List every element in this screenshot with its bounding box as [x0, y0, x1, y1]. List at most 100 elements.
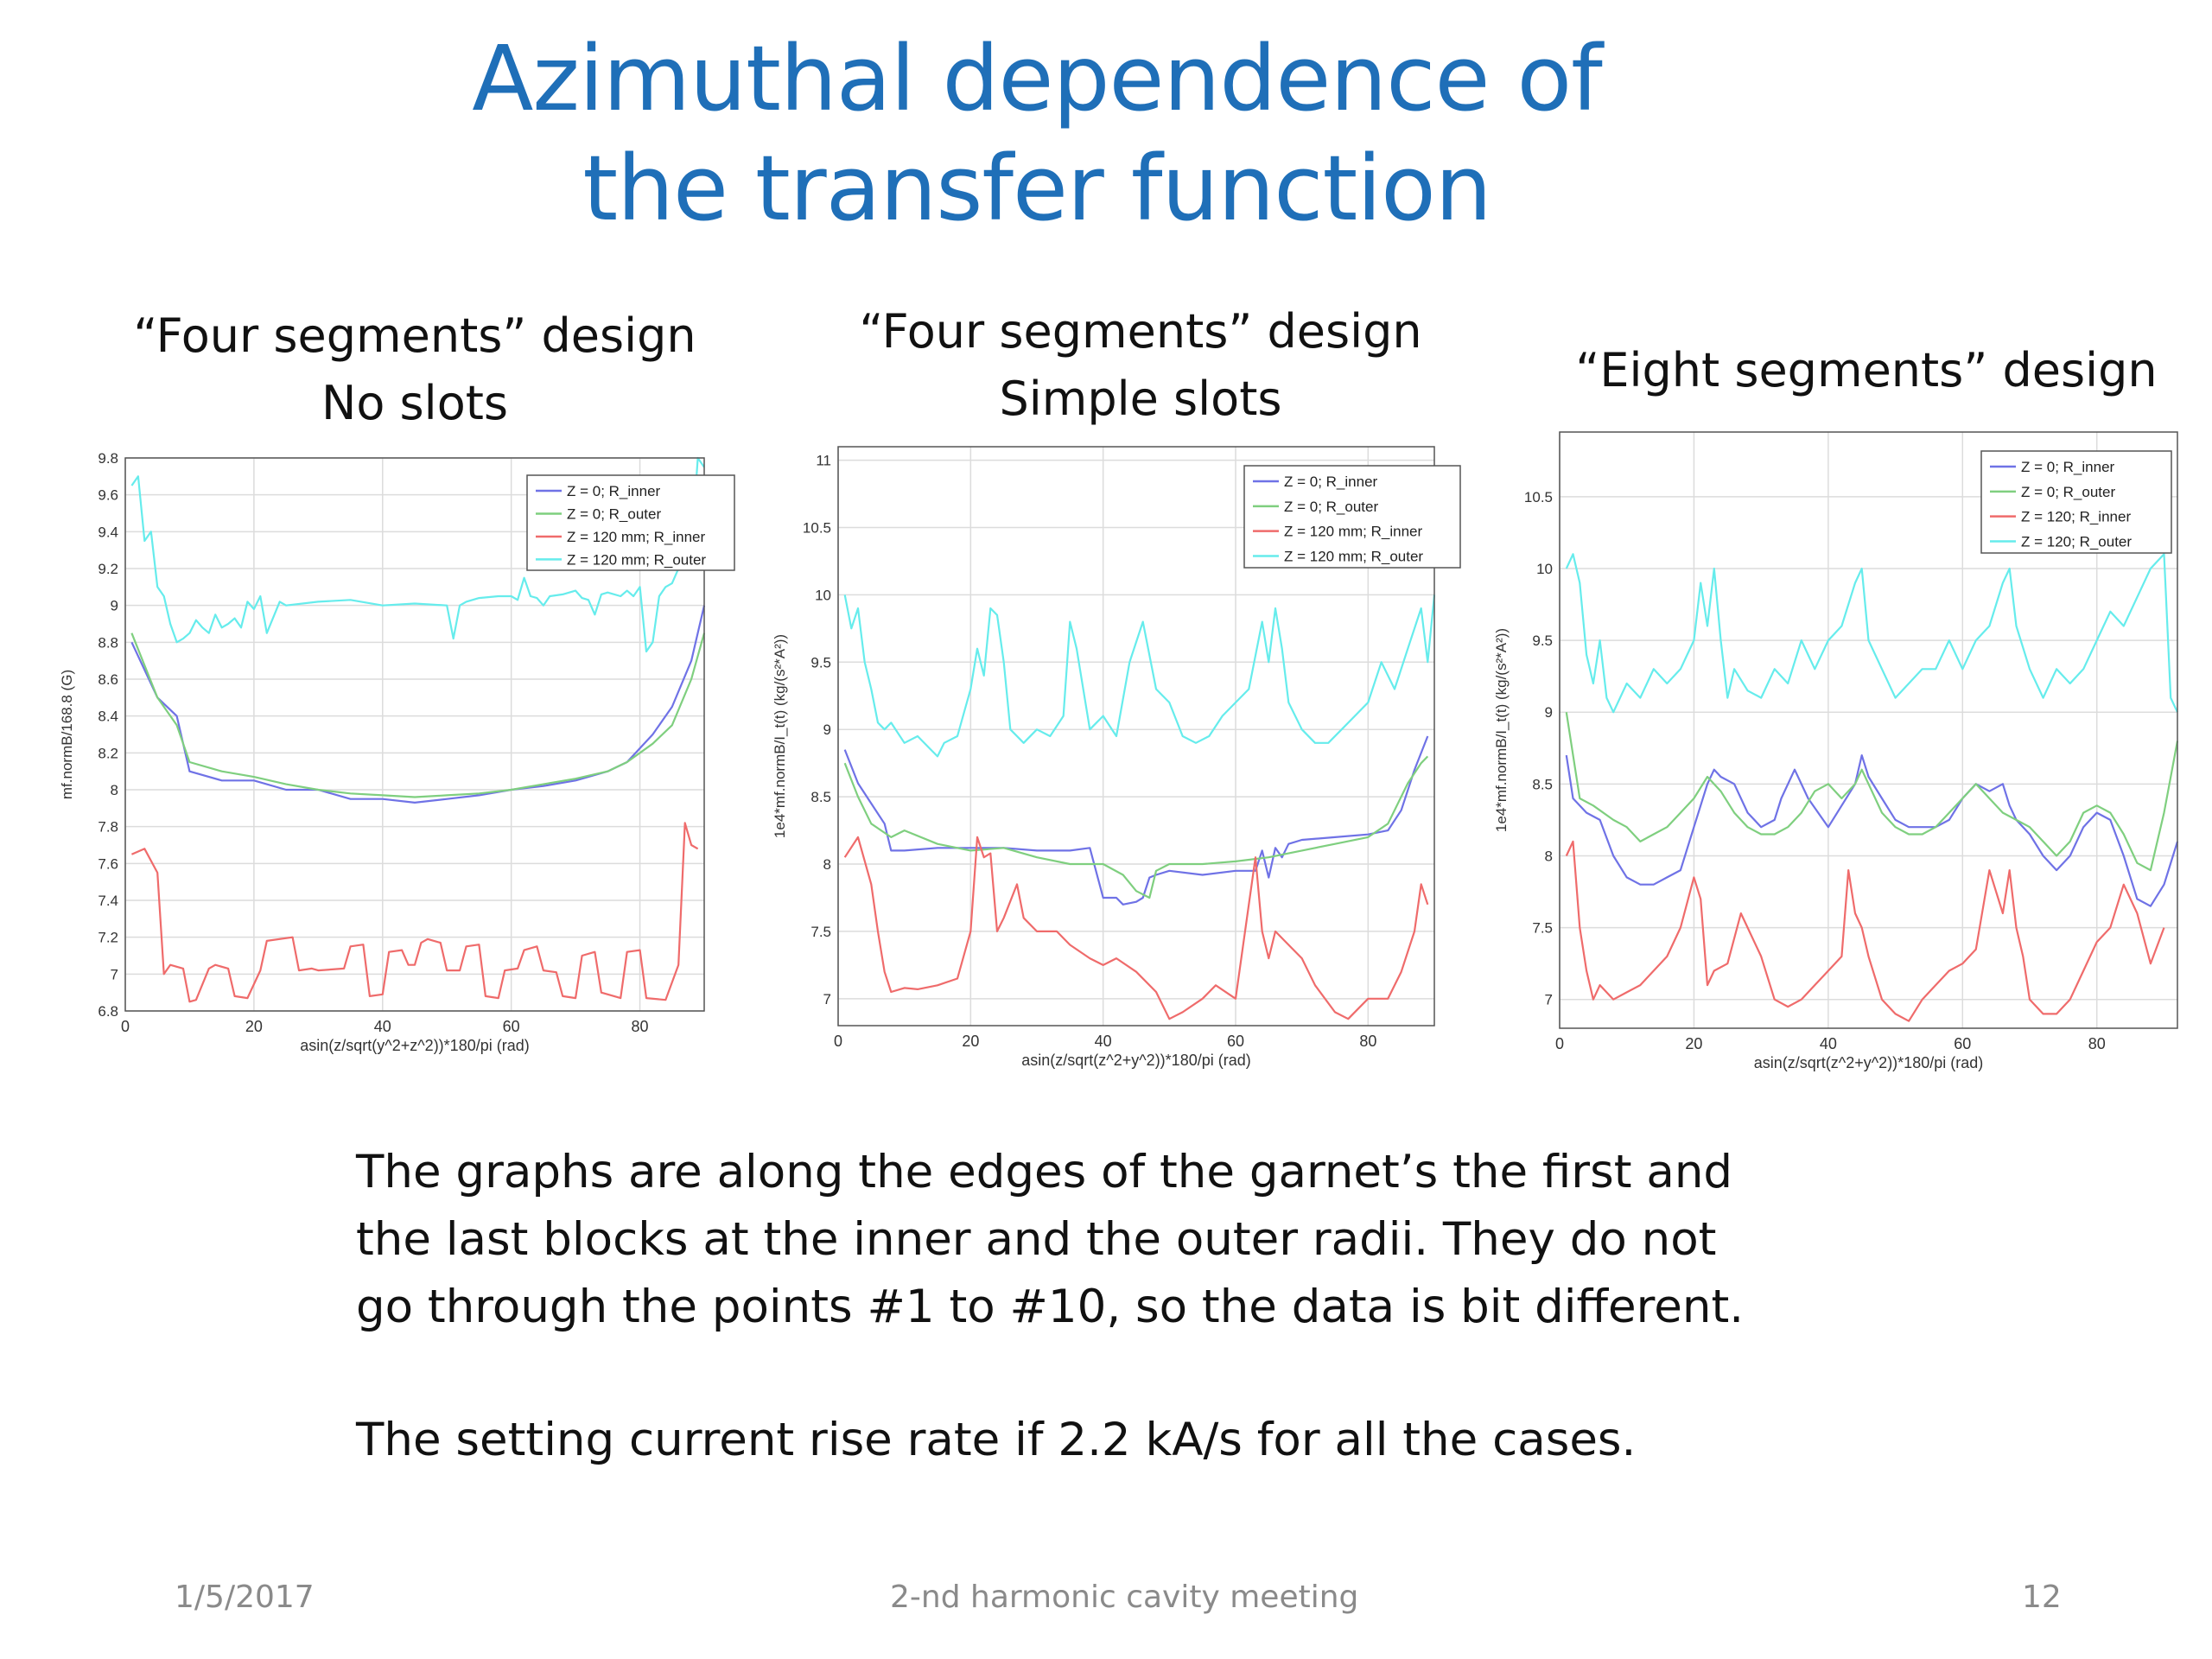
x-tick-label: 80: [2088, 1035, 2106, 1052]
plot-frame: [124, 457, 705, 1012]
plot-area-2: 0 20 40 60 80 7 7.5 8 8.5 9 9.5 10 10.5 11 asin(z/sqrt…: [772, 446, 1461, 1069]
series-line-1: [843, 735, 1429, 906]
y-tick-label: 11: [816, 453, 831, 469]
y-tick-label: 9.4: [98, 524, 118, 540]
legend-box: [1980, 450, 2172, 554]
y-tick-label: 9.5: [1532, 632, 1553, 649]
y-tick-label: 9.5: [810, 654, 831, 671]
y-tick-label: 7: [111, 966, 118, 982]
legend-label-1: Z = 0; R_inner: [2021, 459, 2115, 475]
panel-1-title: “Four segments” design No slots: [52, 302, 778, 437]
body-line-4: The setting current rise rate if 2.2 kA/…: [356, 1414, 1637, 1466]
x-tick-label: 60: [503, 1018, 520, 1035]
series-line-1: [1565, 754, 2179, 907]
series-line-1: [130, 605, 706, 804]
y-axis-label: mf.normB/168.8 (G): [59, 670, 75, 799]
body-line-1: The graphs are along the edges of the ga…: [356, 1146, 1733, 1198]
x-tick-label: 40: [1820, 1035, 1837, 1052]
y-tick-label: 8: [111, 782, 118, 798]
panel-2-title-line-2: Simple slots: [999, 372, 1282, 426]
footer-center: 2-nd harmonic cavity meeting: [890, 1580, 1359, 1615]
y-tick-label: 10: [815, 587, 831, 603]
plot-area-3: 0 20 40 60 80 7 7.5 8 8.5 9 9.5 10 10.5 asin(z/sqrt(z…: [1493, 431, 2179, 1071]
series-line-3: [130, 822, 699, 1003]
legend-label-3: Z = 120 mm; R_inner: [567, 529, 705, 545]
body-gap: [356, 1341, 2084, 1407]
panel-2-title-line-1: “Four segments” design: [859, 304, 1422, 359]
slide-title: Azimuthal dependence of the transfer fun…: [0, 24, 2074, 244]
y-tick-label: 9: [111, 598, 118, 614]
body-line-3: go through the points #1 to #10, so the …: [356, 1281, 1745, 1333]
x-tick-label: 0: [834, 1033, 842, 1050]
chart-no-slots-svg: 0 20 40 60 80 6.8 7 7.2 7.4 7.6 7.8 8 8.2 8.4 8.6 8.8 9 9…: [59, 450, 735, 1054]
x-tick-label: 20: [1685, 1035, 1702, 1052]
y-tick-label: 8.2: [98, 745, 118, 761]
y-tick-label: 9.8: [98, 450, 118, 467]
y-tick-label: 7.5: [1532, 920, 1553, 937]
y-tick-label: 7.2: [98, 930, 118, 946]
x-tick-label: 20: [245, 1018, 263, 1035]
y-tick-label: 9: [823, 721, 831, 738]
body-text: The graphs are along the edges of the ga…: [356, 1139, 2084, 1474]
legend-label-2: Z = 0; R_outer: [567, 505, 661, 522]
x-tick-label: 0: [121, 1018, 130, 1035]
y-axis-label: 1e4*mf.normB/I_t(t) (kg/(s²*A²)): [1493, 628, 1510, 832]
y-tick-label: 7.5: [810, 924, 831, 940]
series-line-4: [843, 594, 1436, 758]
x-tick-label: 0: [1555, 1035, 1564, 1052]
series-line-2: [130, 632, 706, 798]
panel-2-title: “Four segments” design Simple slots: [778, 298, 1503, 433]
plot-area-1: 0 20 40 60 80 6.8 7 7.2 7.4 7.6 7.8 8 8.2 8.4 8.6 8.8 9 9…: [59, 450, 735, 1054]
legend-label-3: Z = 120; R_inner: [2021, 509, 2131, 525]
slide-title-line-1: Azimuthal dependence of: [472, 26, 1603, 131]
y-tick-label: 8.4: [98, 709, 118, 725]
y-tick-label: 10: [1536, 561, 1553, 577]
panel-3-title: “Eight segments” design: [1521, 337, 2212, 404]
chart-simple-slots: 0 20 40 60 80 7 7.5 8 8.5 9 9.5 10 10.5 11 asin(z/sqrt…: [743, 436, 1461, 1076]
y-tick-label: 10.5: [1524, 489, 1553, 505]
y-tick-label: 7.6: [98, 855, 118, 872]
x-axis-label: asin(z/sqrt(y^2+z^2))*180/pi (rad): [300, 1037, 529, 1054]
y-axis-label: 1e4*mf.normB/I_t(t) (kg/(s²*A²)): [772, 634, 788, 838]
series-line-3: [843, 836, 1429, 1020]
y-tick-label: 7: [1545, 992, 1553, 1008]
y-tick-label: 8.5: [1532, 776, 1553, 792]
panel-1-title-line-2: No slots: [321, 376, 509, 430]
y-tick-label: 8: [1545, 848, 1553, 864]
legend-label-1: Z = 0; R_inner: [1284, 474, 1378, 490]
y-tick-label: 10.5: [803, 519, 831, 536]
x-tick-label: 80: [1359, 1033, 1376, 1050]
legend-label-4: Z = 120 mm; R_outer: [1284, 548, 1423, 564]
y-tick-label: 8.5: [810, 789, 831, 805]
x-tick-label: 20: [962, 1033, 979, 1050]
legend-label-4: Z = 120 mm; R_outer: [567, 551, 706, 568]
legend: Z = 0; R_inner Z = 0; R_outer Z = 120; R_i…: [1980, 450, 2172, 554]
x-tick-label: 40: [374, 1018, 391, 1035]
legend-box: [1243, 465, 1461, 569]
legend-label-2: Z = 0; R_outer: [2021, 484, 2115, 500]
legend: Z = 0; R_inner Z = 0; R_outer Z = 120 mm; …: [526, 474, 735, 571]
x-tick-label: 60: [1227, 1033, 1244, 1050]
series-line-3: [1565, 840, 2165, 1022]
series-line-2: [1565, 712, 2179, 872]
plot-frame: [1559, 431, 2178, 1029]
x-tick-label: 60: [1954, 1035, 1971, 1052]
x-axis-label: asin(z/sqrt(z^2+y^2))*180/pi (rad): [1021, 1052, 1250, 1069]
series-line-4: [130, 456, 705, 653]
plot-frame: [837, 446, 1435, 1027]
body-line-2: the last blocks at the inner and the out…: [356, 1213, 1717, 1266]
panel-3-title-line-1: “Eight segments” design: [1575, 343, 2158, 397]
y-tick-label: 7.4: [98, 893, 118, 909]
y-tick-label: 8.8: [98, 634, 118, 651]
y-tick-label: 9: [1545, 704, 1553, 721]
y-tick-label: 8: [823, 856, 831, 873]
y-tick-label: 7.8: [98, 819, 118, 836]
chart-eight-segments-svg: 0 20 40 60 80 7 7.5 8 8.5 9 9.5 10 10.5 asin(z/sqrt(z…: [1493, 431, 2179, 1071]
x-tick-label: 80: [632, 1018, 649, 1035]
x-tick-label: 40: [1095, 1033, 1112, 1050]
chart-no-slots: 0 20 40 60 80 6.8 7 7.2 7.4 7.6 7.8 8 8.2 8.4 8.6 8.8 9 9…: [35, 449, 735, 1063]
footer-page: 12: [2022, 1580, 2062, 1615]
panel-1-title-line-1: “Four segments” design: [133, 308, 696, 363]
chart-eight-segments: 0 20 40 60 80 7 7.5 8 8.5 9 9.5 10 10.5 asin(z/sqrt(z…: [1465, 423, 2190, 1080]
legend-label-4: Z = 120; R_outer: [2021, 533, 2132, 550]
